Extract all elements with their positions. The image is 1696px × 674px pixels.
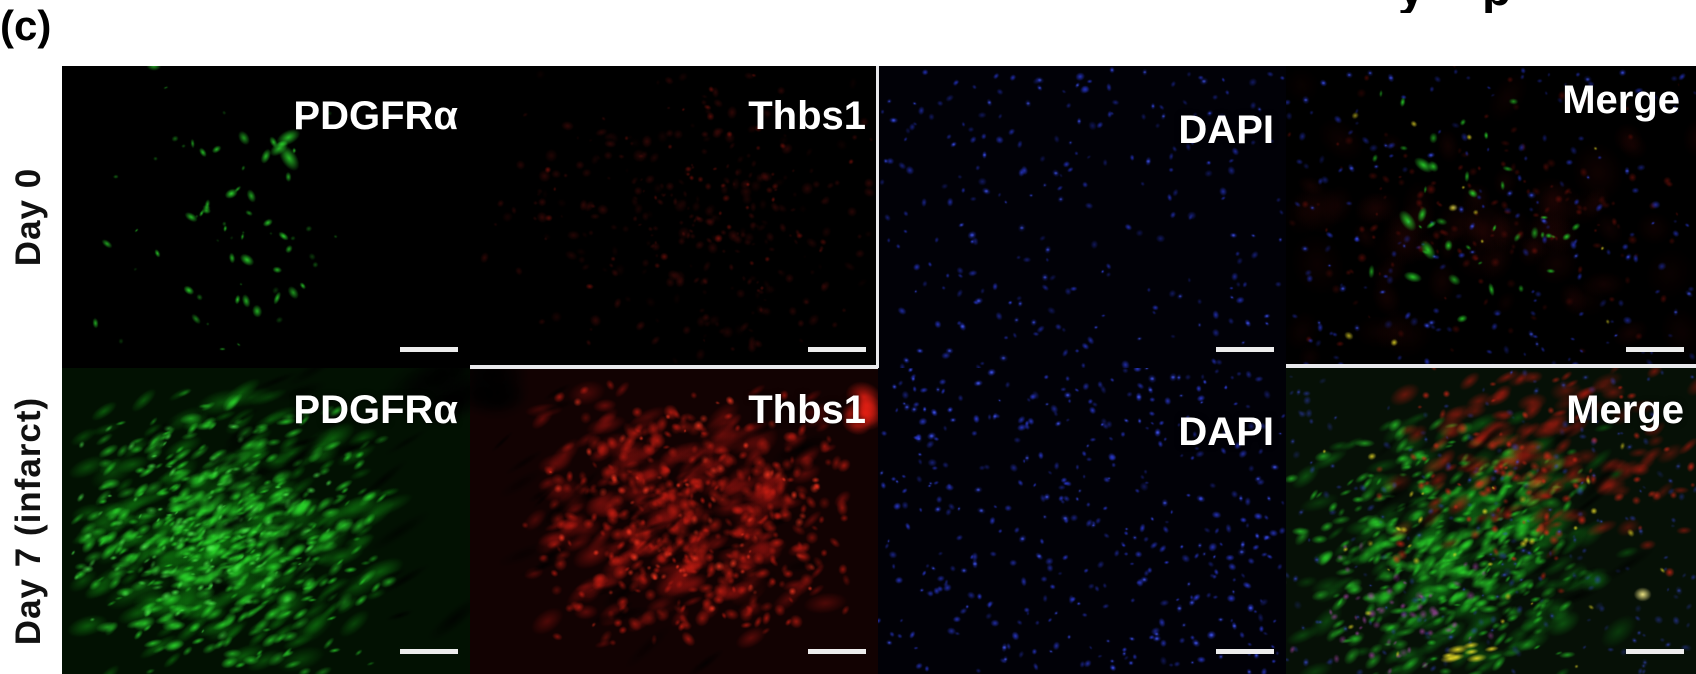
scale-bar	[400, 347, 458, 352]
micrograph-day0-pdgfra	[62, 66, 470, 368]
scale-bar	[1216, 649, 1274, 654]
panel-label-merge: Merge	[1562, 78, 1680, 122]
row-label-day0: Day 0	[9, 167, 48, 267]
panel-day7-pdgfra: PDGFRα	[62, 368, 470, 674]
panel-label-pdgfra: PDGFRα	[293, 388, 458, 432]
scale-bar	[1626, 649, 1684, 654]
panel-seam	[1286, 364, 1696, 368]
scale-bar	[1626, 347, 1684, 352]
micrograph-day7-pdgfra	[62, 368, 470, 674]
cropped-text-fragment: y p	[1398, 0, 1578, 13]
micrograph-day0-dapi	[878, 66, 1286, 368]
panel-day7-thbs1: Thbs1	[470, 368, 878, 674]
panel-seam	[470, 365, 878, 369]
panel-day0-merge: Merge	[1286, 66, 1696, 368]
panel-label-thbs1: Thbs1	[748, 94, 866, 138]
micrograph-day7-thbs1	[470, 368, 878, 674]
panel-day0-dapi: DAPI	[878, 66, 1286, 368]
panel-label-dapi: DAPI	[1178, 410, 1274, 454]
micrograph-day7-dapi	[878, 368, 1286, 674]
micrograph-day0-thbs1	[470, 66, 878, 368]
micrograph-day0-merge	[1286, 66, 1696, 368]
panel-day7-merge: Merge	[1286, 368, 1696, 674]
micrograph-day7-merge	[1286, 368, 1696, 674]
panel-day0-pdgfra: PDGFRα	[62, 66, 470, 368]
panel-day0-thbs1: Thbs1	[470, 66, 878, 368]
row-label-day7-infarct: Day 7 (infarct)	[9, 396, 48, 646]
scale-bar	[808, 649, 866, 654]
panel-label-thbs1: Thbs1	[748, 388, 866, 432]
scale-bar	[808, 347, 866, 352]
scale-bar	[400, 649, 458, 654]
scale-bar	[1216, 347, 1274, 352]
panel-seam	[876, 66, 879, 368]
figure-panel-tag: (c)	[0, 2, 52, 49]
panel-label-dapi: DAPI	[1178, 108, 1274, 152]
panel-label-pdgfra: PDGFRα	[293, 94, 458, 138]
panel-day7-dapi: DAPI	[878, 368, 1286, 674]
panel-label-merge: Merge	[1566, 388, 1684, 432]
